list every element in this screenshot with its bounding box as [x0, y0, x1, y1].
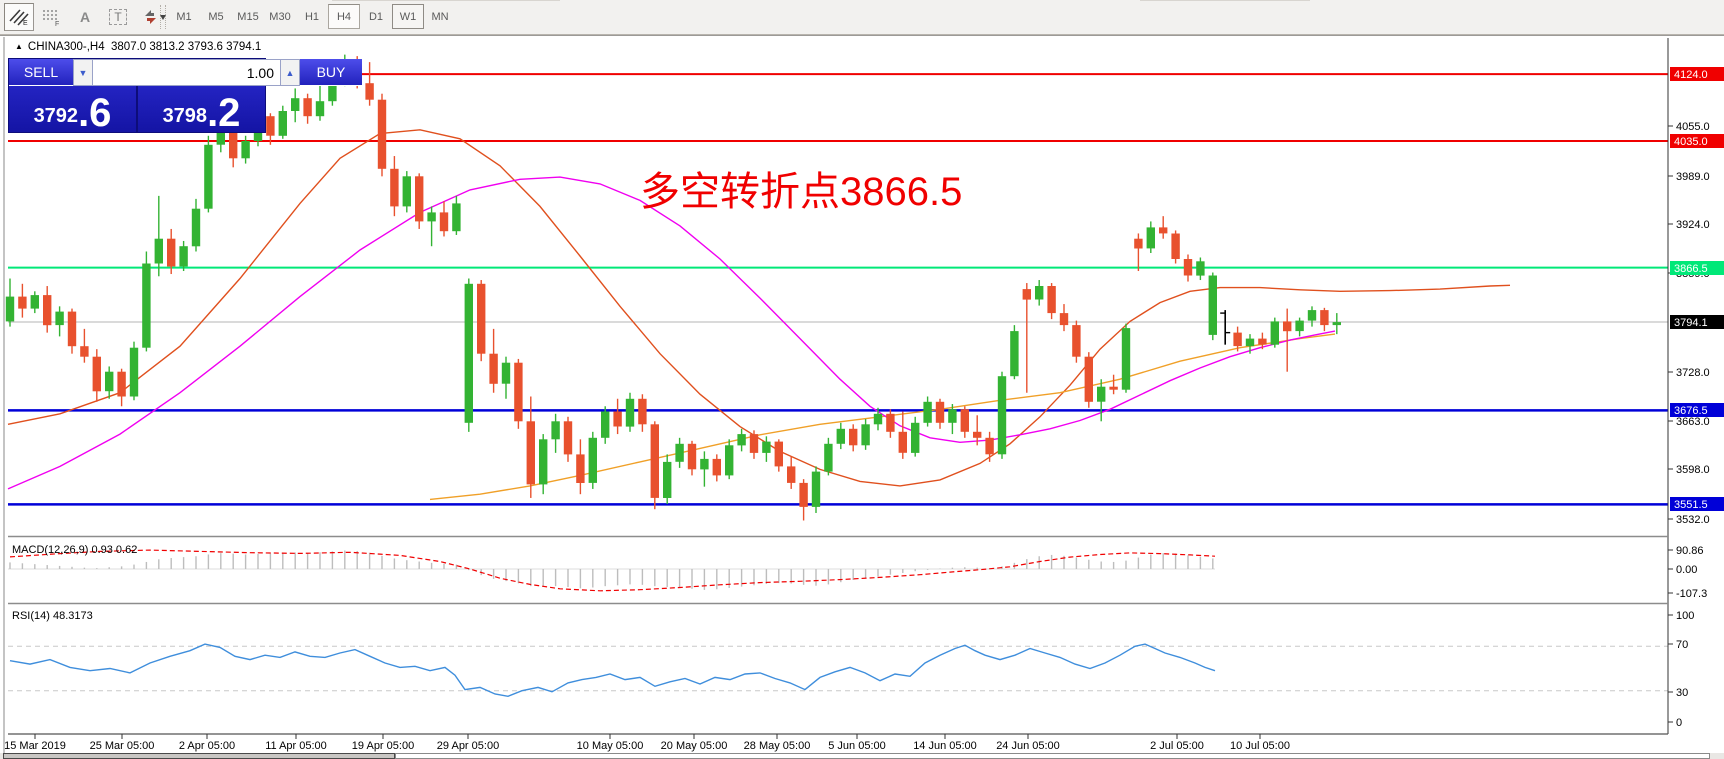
svg-text:E: E: [23, 20, 28, 27]
sell-price-pips: .6: [78, 91, 112, 135]
text-tool-button[interactable]: A: [70, 3, 100, 31]
svg-text:90.86: 90.86: [1676, 545, 1704, 557]
toolbar-grip[interactable]: [160, 5, 166, 29]
svg-text:29 Apr 05:00: 29 Apr 05:00: [437, 740, 499, 752]
buy-price-main: 3798: [162, 105, 208, 127]
label-tool-button[interactable]: T: [103, 3, 133, 31]
svg-text:2 Jul 05:00: 2 Jul 05:00: [1150, 740, 1204, 752]
svg-text:多空转折点3866.5: 多空转折点3866.5: [640, 170, 962, 214]
volume-increase-button[interactable]: ▲: [280, 59, 300, 86]
svg-text:3551.5: 3551.5: [1674, 499, 1708, 511]
svg-text:3866.5: 3866.5: [1674, 263, 1708, 275]
candles: [5, 54, 1341, 521]
letter-a-icon: A: [79, 9, 91, 25]
collapse-arrow-icon[interactable]: ▲: [15, 42, 23, 51]
svg-text:3663.0: 3663.0: [1676, 416, 1710, 428]
tf-button-m5[interactable]: M5: [208, 10, 224, 23]
svg-text:4035.0: 4035.0: [1674, 136, 1708, 148]
svg-text:14 Jun 05:00: 14 Jun 05:00: [913, 740, 977, 752]
arrows-tool-button[interactable]: [136, 3, 174, 31]
tf-button-mn[interactable]: MN: [431, 10, 449, 23]
indicator-hatch-button[interactable]: E: [4, 3, 34, 31]
svg-text:3989.0: 3989.0: [1676, 171, 1710, 183]
svg-text:3728.0: 3728.0: [1676, 367, 1710, 379]
chart-title: ▲ CHINA300-,H4 3807.0 3813.2 3793.6 3794.…: [12, 41, 265, 53]
scrollbar-track[interactable]: [395, 753, 1710, 759]
svg-text:-107.3: -107.3: [1676, 588, 1707, 600]
tf-button-m15[interactable]: M15: [237, 10, 259, 23]
buy-price-display[interactable]: 3798 .2: [138, 86, 265, 135]
toolbar-divider: [1140, 0, 1310, 1]
svg-text:3598.0: 3598.0: [1676, 464, 1710, 476]
svg-text:3532.0: 3532.0: [1676, 514, 1710, 526]
chart-window: 多空转折点3866.5 MACD(12,26,9) 0.93 0.62 RSI(14…: [0, 35, 1724, 759]
scrollbar-thumb[interactable]: [3, 753, 395, 759]
svg-text:3794.1: 3794.1: [1674, 317, 1708, 329]
svg-text:10 Jul 05:00: 10 Jul 05:00: [1230, 740, 1290, 752]
svg-text:15 Mar 2019: 15 Mar 2019: [4, 740, 66, 752]
timeframe-toolbar: M1 M5 M15 M30 H1 H4 D1 W1 MN: [168, 4, 456, 30]
ohlc-values: 3807.0 3813.2 3793.6 3794.1: [111, 41, 262, 53]
price-chart[interactable]: 多空转折点3866.5 MACD(12,26,9) 0.93 0.62 RSI(14…: [0, 36, 1724, 759]
sell-button[interactable]: SELL: [9, 59, 73, 86]
svg-text:3676.5: 3676.5: [1674, 405, 1708, 417]
tf-button-m1[interactable]: M1: [176, 10, 192, 23]
svg-text:11 Apr 05:00: 11 Apr 05:00: [265, 740, 327, 752]
toolbar-divider: [332, 0, 560, 1]
hatch-lines-icon: E: [8, 7, 30, 27]
svg-text:10 May 05:00: 10 May 05:00: [577, 740, 644, 752]
toolbar: E F A T: [0, 0, 1724, 35]
svg-text:28 May 05:00: 28 May 05:00: [744, 740, 811, 752]
tf-button-h4[interactable]: H4: [328, 4, 360, 29]
svg-text:25 Mar 05:00: 25 Mar 05:00: [90, 740, 155, 752]
fibonacci-icon: F: [41, 7, 63, 27]
chart-annotation-text[interactable]: 多空转折点3866.5: [640, 170, 962, 214]
svg-text:4055.0: 4055.0: [1676, 121, 1710, 133]
svg-text:19 Apr 05:00: 19 Apr 05:00: [352, 740, 414, 752]
symbol-period-label: CHINA300-,H4: [27, 41, 105, 53]
svg-text:MACD(12,26,9) 0.93 0.62: MACD(12,26,9) 0.93 0.62: [12, 544, 137, 556]
svg-text:0.00: 0.00: [1676, 564, 1697, 576]
buy-button[interactable]: BUY: [300, 59, 362, 86]
svg-text:24 Jun 05:00: 24 Jun 05:00: [996, 740, 1060, 752]
svg-text:5 Jun 05:00: 5 Jun 05:00: [828, 740, 886, 752]
svg-text:RSI(14) 48.3173: RSI(14) 48.3173: [12, 610, 93, 622]
one-click-trading-panel: SELL ▼ ▲ BUY 3792 .6 3798 .2: [8, 58, 362, 135]
svg-text:4124.0: 4124.0: [1674, 69, 1708, 81]
rsi-pane: RSI(14) 48.3173: [8, 610, 1668, 698]
horizontal-scrollbar: [0, 753, 1724, 759]
tf-button-d1[interactable]: D1: [368, 10, 384, 23]
volume-input[interactable]: [93, 59, 280, 86]
pane-borders: [3, 37, 1669, 759]
volume-decrease-button[interactable]: ▼: [73, 59, 93, 86]
svg-text:100: 100: [1676, 610, 1694, 622]
arrows-icon: [142, 8, 168, 26]
svg-text:70: 70: [1676, 639, 1688, 651]
svg-text:0: 0: [1676, 717, 1682, 729]
svg-text:2 Apr 05:00: 2 Apr 05:00: [179, 740, 235, 752]
buy-price-pips: .2: [207, 91, 241, 135]
price-axis[interactable]: 4055.03989.03924.03859.03728.03663.03598…: [1668, 67, 1724, 729]
tf-button-w1[interactable]: W1: [392, 4, 424, 29]
tf-button-m30[interactable]: M30: [269, 10, 291, 23]
boxed-t-icon: T: [109, 9, 127, 25]
svg-text:20 May 05:00: 20 May 05:00: [661, 740, 728, 752]
svg-text:3924.0: 3924.0: [1676, 219, 1710, 231]
sell-price-main: 3792: [33, 105, 79, 127]
macd-pane: MACD(12,26,9) 0.93 0.62: [8, 544, 1216, 592]
date-axis[interactable]: 15 Mar 2019 25 Mar 05:00 2 Apr 05:00 11 Apr…: [4, 734, 1290, 752]
fibonacci-button[interactable]: F: [37, 3, 67, 31]
svg-text:30: 30: [1676, 687, 1688, 699]
tf-button-h1[interactable]: H1: [304, 10, 320, 23]
sell-price-display[interactable]: 3792 .6: [9, 86, 138, 135]
svg-text:F: F: [55, 21, 59, 27]
